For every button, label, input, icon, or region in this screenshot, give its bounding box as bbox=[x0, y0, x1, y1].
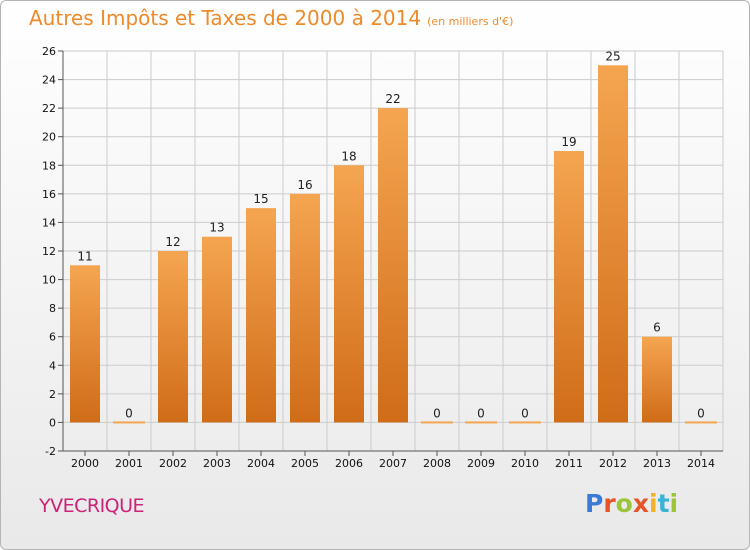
y-tick-label: 12 bbox=[42, 245, 56, 258]
value-label-2007: 22 bbox=[385, 92, 400, 106]
value-label-2011: 19 bbox=[561, 135, 576, 149]
logo-letter: r bbox=[603, 489, 616, 518]
bar-2013 bbox=[642, 336, 672, 423]
value-label-2000: 11 bbox=[77, 249, 92, 263]
y-tick-label: 2 bbox=[49, 388, 56, 401]
x-tick-label-2003: 2003 bbox=[203, 457, 231, 470]
bar-2002 bbox=[158, 251, 188, 423]
bar-2012 bbox=[598, 65, 628, 423]
value-label-2014: 0 bbox=[697, 406, 705, 420]
y-tick-label: 18 bbox=[42, 159, 56, 172]
y-tick-label: 6 bbox=[49, 331, 56, 344]
value-label-2010: 0 bbox=[521, 406, 529, 420]
logo-letter: x bbox=[632, 489, 649, 518]
bar-2005 bbox=[290, 193, 320, 423]
value-label-2013: 6 bbox=[653, 321, 661, 335]
bar-2008 bbox=[421, 421, 453, 424]
logo-letter: i bbox=[669, 489, 679, 518]
bar-2000 bbox=[70, 265, 100, 423]
y-tick-label: 14 bbox=[42, 216, 56, 229]
x-tick-label-2011: 2011 bbox=[555, 457, 583, 470]
value-label-2003: 13 bbox=[209, 221, 224, 235]
y-tick-label: 24 bbox=[42, 74, 56, 87]
unit-note: (en milliers d'€) bbox=[427, 15, 514, 28]
value-label-2006: 18 bbox=[341, 149, 356, 163]
x-tick-label-2008: 2008 bbox=[423, 457, 451, 470]
value-label-2008: 0 bbox=[433, 406, 441, 420]
y-tick-label: 22 bbox=[42, 102, 56, 115]
x-tick-label-2000: 2000 bbox=[71, 457, 99, 470]
y-tick-label: 0 bbox=[49, 416, 56, 429]
chart-title-text: Autres Impôts et Taxes de 2000 à 2014 bbox=[29, 6, 422, 30]
bar-2010 bbox=[509, 421, 541, 424]
y-tick-label: 8 bbox=[49, 302, 56, 315]
bar-2007 bbox=[378, 108, 408, 423]
x-tick-label-2013: 2013 bbox=[643, 457, 671, 470]
y-tick-label: 20 bbox=[42, 131, 56, 144]
bar-2014 bbox=[685, 421, 717, 424]
proxiti-logo[interactable]: Proxiti bbox=[585, 489, 678, 518]
x-tick-label-2006: 2006 bbox=[335, 457, 363, 470]
y-tick-label: 16 bbox=[42, 188, 56, 201]
x-tick-label-2009: 2009 bbox=[467, 457, 495, 470]
x-tick-label-2004: 2004 bbox=[247, 457, 275, 470]
value-label-2009: 0 bbox=[477, 406, 485, 420]
value-labels: 11 0 12 13 15 16 18 22 0 0 0 19 25 6 0 bbox=[77, 49, 704, 420]
y-tick-label: 26 bbox=[42, 45, 56, 58]
commune-name: YVECRIQUE bbox=[39, 495, 145, 517]
x-tick-label-2005: 2005 bbox=[291, 457, 319, 470]
bar-2011 bbox=[554, 151, 584, 423]
chart-title: Autres Impôts et Taxes de 2000 à 2014 (en… bbox=[29, 6, 513, 30]
value-label-2004: 15 bbox=[253, 192, 268, 206]
x-tick-label-2014: 2014 bbox=[687, 457, 715, 470]
bar-2006 bbox=[334, 165, 364, 423]
value-label-2002: 12 bbox=[165, 235, 180, 249]
logo-letter: t bbox=[657, 489, 670, 518]
value-label-2001: 0 bbox=[125, 406, 133, 420]
bar-2004 bbox=[246, 208, 276, 423]
logo-letter: P bbox=[585, 489, 604, 518]
x-tick-label-2012: 2012 bbox=[599, 457, 627, 470]
bar-2009 bbox=[465, 421, 497, 424]
value-label-2012: 25 bbox=[605, 49, 620, 63]
x-tick-label-2010: 2010 bbox=[511, 457, 539, 470]
bars bbox=[70, 65, 717, 424]
logo-letter: i bbox=[649, 489, 658, 518]
bar-2003 bbox=[202, 236, 232, 423]
y-tick-label: 4 bbox=[49, 359, 56, 372]
y-tick-label: 10 bbox=[42, 274, 56, 287]
logo-letter: o bbox=[615, 489, 633, 518]
y-tick-label: -2 bbox=[45, 445, 56, 458]
x-tick-label-2002: 2002 bbox=[159, 457, 187, 470]
bar-2001 bbox=[113, 421, 145, 424]
x-tick-label-2007: 2007 bbox=[379, 457, 407, 470]
x-tick-label-2001: 2001 bbox=[115, 457, 143, 470]
value-label-2005: 16 bbox=[297, 178, 312, 192]
